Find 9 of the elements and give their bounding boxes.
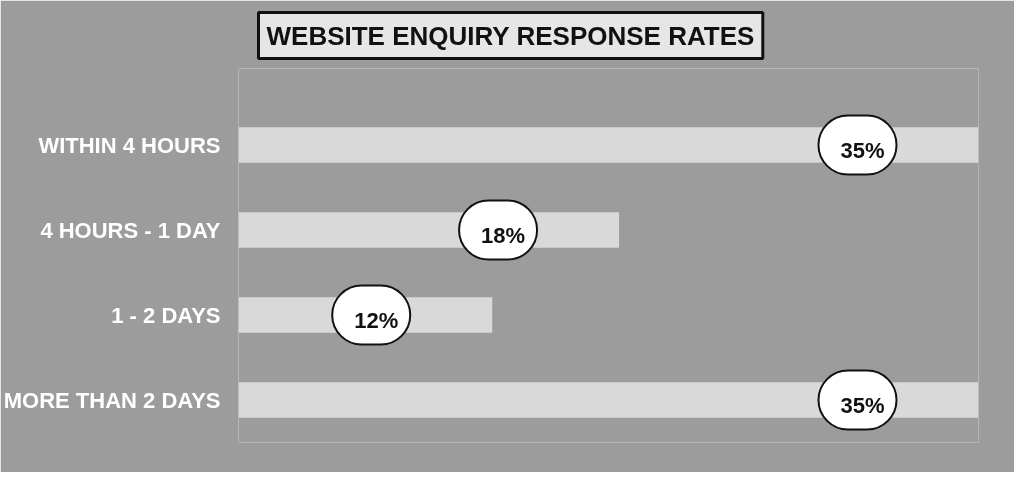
y-tick-label: MORE THAN 2 DAYS — [3, 387, 221, 413]
chart-title: WEBSITE ENQUIRY RESPONSE RATES — [266, 20, 755, 51]
data-label: 35% — [840, 137, 885, 163]
data-label: 35% — [840, 392, 885, 418]
y-tick-label: 4 HOURS - 1 DAY — [40, 217, 221, 243]
data-label: 12% — [354, 307, 399, 333]
y-tick-label: 1 - 2 DAYS — [111, 302, 221, 328]
data-label: 18% — [481, 222, 526, 248]
y-tick-label: WITHIN 4 HOURS — [38, 132, 221, 158]
